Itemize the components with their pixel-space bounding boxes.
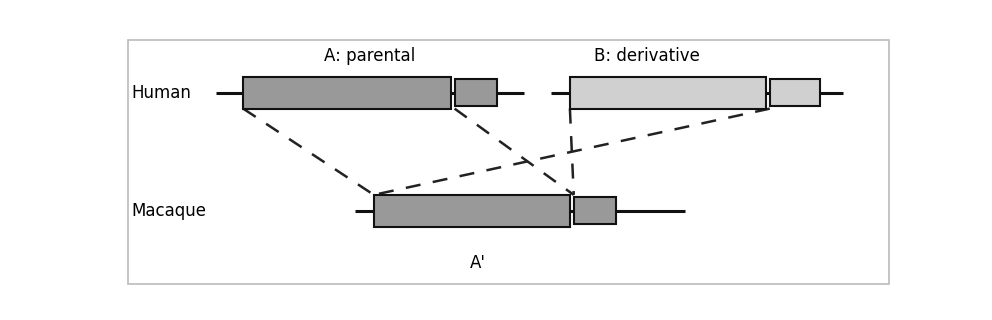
Bar [454,79,497,106]
Bar [573,197,616,225]
Text: Macaque: Macaque [132,202,206,220]
Text: A': A' [469,254,486,273]
Bar [569,76,766,108]
Bar [243,76,450,108]
Bar [374,195,570,227]
Bar [770,79,819,106]
Text: B: derivative: B: derivative [594,47,699,65]
Text: A: parental: A: parental [324,47,416,65]
Text: Human: Human [132,84,191,102]
